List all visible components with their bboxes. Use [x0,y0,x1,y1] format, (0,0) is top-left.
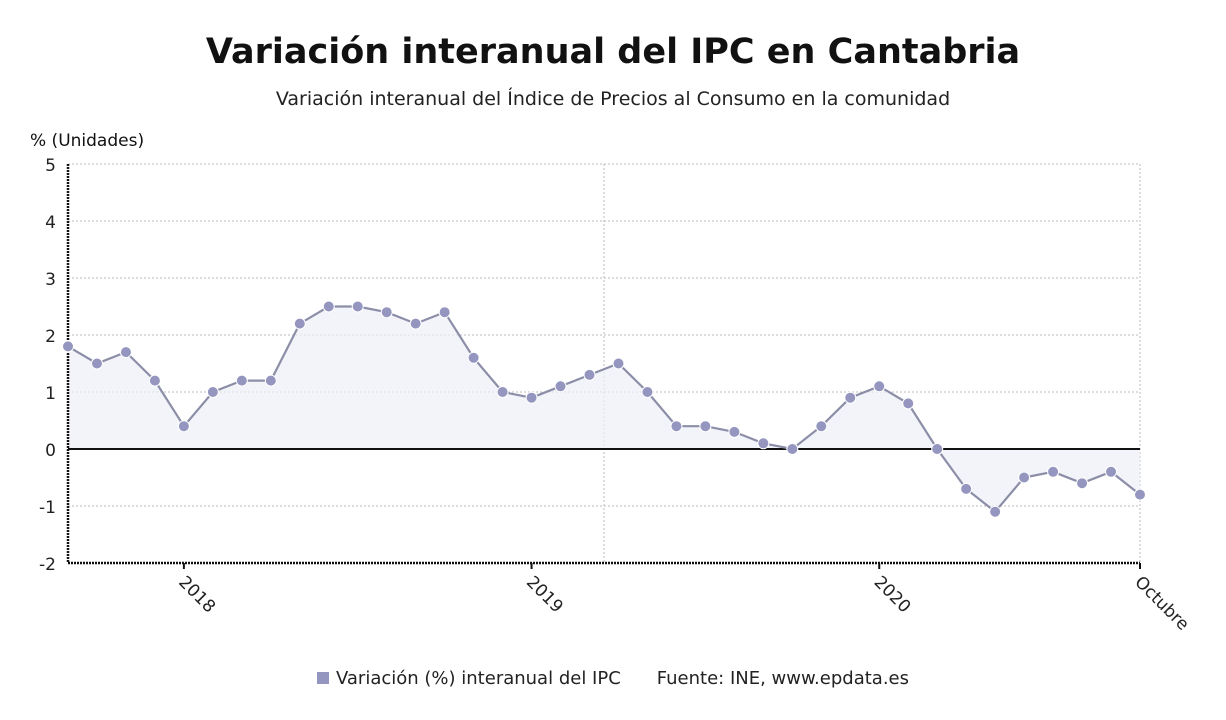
data-point [380,306,393,319]
y-tick-label: -1 [39,498,56,518]
y-tick-label: 2 [45,327,56,347]
data-point [815,420,828,433]
data-point [670,420,683,433]
data-point [351,300,364,313]
data-point [409,317,422,330]
chart-subtitle: Variación interanual del Índice de Preci… [275,88,951,110]
y-tick-label: 4 [45,213,56,233]
data-point [1047,465,1060,478]
data-point [873,380,886,393]
data-point [119,346,132,359]
data-point [148,374,161,387]
data-point [438,306,451,319]
area-fill [68,306,1140,512]
data-point [757,437,770,450]
data-point [62,340,74,353]
data-point [583,368,596,381]
x-tick-label: Octubre [1130,572,1192,634]
data-point [989,505,1002,518]
data-point [293,317,306,330]
data-point [235,374,248,387]
data-point [641,386,654,398]
axes [66,164,1141,569]
area-fill-path [68,306,1140,512]
data-point [90,357,103,370]
data-point [902,397,915,410]
x-tick-label: 2019 [522,572,567,617]
data-point [206,386,219,398]
data-point [1105,465,1118,478]
data-point [264,374,277,387]
x-tick-label: 2020 [870,572,915,617]
data-point [1018,471,1031,484]
y-tick-label: 0 [45,441,56,461]
data-point [322,300,335,313]
data-point [786,443,799,455]
data-point [1076,477,1089,490]
y-axis-label: % (Unidades) [30,131,144,151]
data-point [554,380,567,393]
chart-title: Variación interanual del IPC en Cantabri… [205,32,1021,72]
legend: Variación (%) interanual del IPC Fuente: … [0,668,1226,689]
data-point [525,391,538,404]
legend-label: Variación (%) interanual del IPC [335,668,621,689]
data-point [960,482,973,495]
data-point [177,420,190,433]
y-tick-label: -2 [39,555,56,575]
data-point [496,386,509,398]
series-layer [62,300,1146,518]
x-tick-label: 2018 [174,572,219,617]
grid [68,163,1141,563]
y-tick-label: 1 [45,384,56,404]
y-tick-label: 3 [45,270,56,290]
data-point [467,351,480,364]
legend-swatch [316,672,329,684]
data-point [1134,488,1146,501]
source-note: Fuente: INE, www.epdata.es [656,668,910,689]
data-point [612,357,625,370]
data-point [728,425,741,438]
data-point [931,443,944,455]
data-point [844,391,857,404]
data-point [699,420,712,433]
y-tick-label: 5 [45,156,56,176]
